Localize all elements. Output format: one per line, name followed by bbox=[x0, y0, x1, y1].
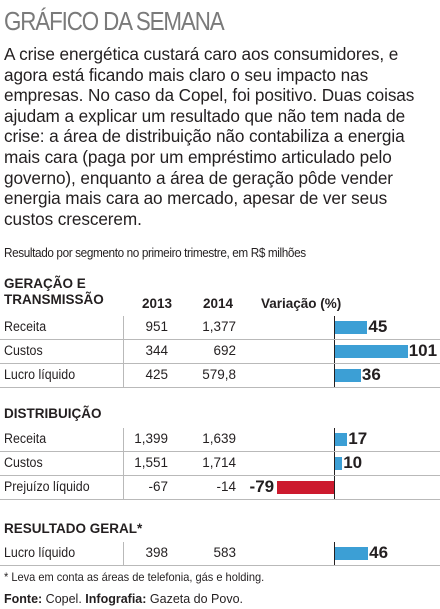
value-2013: 1,551 bbox=[134, 455, 168, 470]
zero-axis bbox=[334, 542, 335, 565]
source-value: Copel. bbox=[45, 592, 82, 606]
column-divider bbox=[123, 542, 124, 565]
variation-value: 10 bbox=[343, 453, 363, 472]
section-title-geracao: GERAÇÃO E TRANSMISSÃO bbox=[4, 276, 104, 307]
variation-bar bbox=[335, 547, 369, 560]
variation-value: 46 bbox=[369, 543, 389, 562]
value-2013: 344 bbox=[145, 343, 168, 358]
table-row: Receita 1,399 1,639 17 bbox=[0, 428, 440, 452]
value-2013: 1,399 bbox=[134, 431, 168, 446]
row-label: Custos bbox=[4, 455, 43, 470]
value-2013: 951 bbox=[145, 319, 168, 334]
variation-value: 36 bbox=[361, 365, 381, 384]
infographic-value: Gazeta do Povo. bbox=[149, 592, 244, 606]
table-row: Receita 951 1,377 45 bbox=[0, 316, 440, 340]
column-header-2014: 2014 bbox=[203, 296, 234, 311]
source-label: Fonte: bbox=[4, 592, 43, 606]
column-divider bbox=[123, 316, 124, 339]
row-label: Lucro líquido bbox=[4, 545, 76, 560]
variation-bar bbox=[335, 457, 343, 470]
value-2014: 1,714 bbox=[202, 455, 236, 470]
value-2014: 692 bbox=[213, 343, 236, 358]
value-2013: 398 bbox=[145, 545, 168, 560]
value-2014: 579,8 bbox=[202, 367, 236, 382]
column-divider bbox=[123, 428, 124, 451]
row-label: Custos bbox=[4, 343, 43, 358]
column-header-2013: 2013 bbox=[142, 296, 173, 311]
variation-bar bbox=[277, 481, 334, 494]
table-row: Custos 1,551 1,714 10 bbox=[0, 452, 440, 476]
table-row: Lucro líquido 425 579,8 36 bbox=[0, 364, 440, 388]
chart-subtitle: Resultado por segmento no primeiro trime… bbox=[4, 246, 306, 260]
variation-bar bbox=[335, 321, 368, 334]
column-divider bbox=[123, 452, 124, 475]
variation-bar bbox=[335, 345, 408, 358]
section-title-resultado: RESULTADO GERAL* bbox=[4, 521, 143, 536]
column-header-variation: Variação (%) bbox=[261, 296, 342, 311]
value-2013: -67 bbox=[148, 479, 168, 494]
zero-axis bbox=[334, 452, 335, 475]
value-2014: -14 bbox=[216, 479, 236, 494]
row-label: Receita bbox=[4, 431, 47, 446]
table-row: Custos 344 692 101 bbox=[0, 340, 440, 364]
variation-value: 45 bbox=[368, 317, 388, 336]
infographic-label: Infografia: bbox=[85, 592, 147, 606]
variation-bar bbox=[335, 433, 348, 446]
intro-paragraph: A crise energética custará caro aos cons… bbox=[4, 44, 415, 229]
value-2014: 1,639 bbox=[202, 431, 236, 446]
variation-bar bbox=[335, 369, 361, 382]
variation-value: 101 bbox=[408, 341, 438, 360]
variation-value: -79 bbox=[249, 477, 275, 496]
row-label: Lucro líquido bbox=[4, 367, 76, 382]
table-row: Lucro líquido 398 583 46 bbox=[0, 542, 440, 566]
section-title-distribuicao: DISTRIBUIÇÃO bbox=[4, 406, 102, 421]
table-row: Prejuízo líquido -67 -14 -79 bbox=[0, 476, 440, 500]
row-label: Prejuízo líquido bbox=[4, 479, 90, 494]
variation-value: 17 bbox=[348, 429, 368, 448]
value-2014: 583 bbox=[213, 545, 236, 560]
page-title: GRÁFICO DA SEMANA bbox=[4, 6, 225, 36]
zero-axis bbox=[334, 364, 335, 387]
footnote: * Leva em conta as áreas de telefonia, g… bbox=[4, 570, 265, 584]
value-2014: 1,377 bbox=[202, 319, 236, 334]
source-line: Fonte: Copel. Infografia: Gazeta do Povo… bbox=[4, 592, 243, 606]
zero-axis bbox=[334, 340, 335, 363]
zero-axis bbox=[334, 316, 335, 339]
row-label: Receita bbox=[4, 319, 47, 334]
column-divider bbox=[123, 476, 124, 499]
column-divider bbox=[123, 364, 124, 387]
zero-axis bbox=[334, 428, 335, 451]
zero-axis bbox=[334, 476, 335, 499]
column-divider bbox=[123, 340, 124, 363]
value-2013: 425 bbox=[145, 367, 168, 382]
